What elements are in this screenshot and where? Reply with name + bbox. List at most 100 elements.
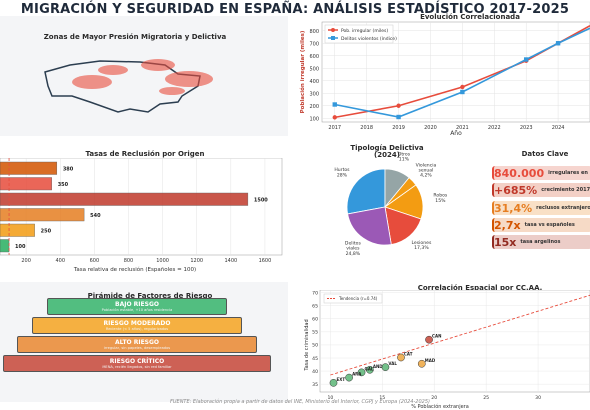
- evolution-xtick: 2017: [328, 125, 341, 131]
- map-title: Zonas de Mayor Presión Migratoria y Deli…: [43, 33, 227, 41]
- scatter-point-label: CAN: [432, 334, 441, 339]
- pie-slice: [384, 206, 422, 245]
- evolution-title: Evolución Correlacionada: [420, 13, 520, 21]
- evolution-point: [523, 57, 529, 62]
- pyramid-level-desc: MENA, recién llegados, sin red familiar: [102, 365, 172, 369]
- pyramid-level: BAJO RIESGO Población estable, +10 años r…: [47, 298, 227, 315]
- reclusion-bar: [0, 177, 52, 191]
- reclusion-xtick: 1000: [156, 258, 169, 264]
- evolution-xtick: 2023: [520, 125, 533, 131]
- zone-murcia: [159, 87, 185, 95]
- key-data-card: 31,4% reclusos extranjeros: [492, 201, 590, 215]
- reclusion-xtick: 800: [124, 258, 134, 264]
- evolution-xtick: 2019: [392, 125, 405, 131]
- scatter-point-label: CAT: [404, 351, 413, 356]
- pie-label: Hurtos 28%: [334, 167, 350, 178]
- reclusion-bar-label: 1500: [254, 197, 268, 203]
- page-title: MIGRACIÓN Y SEGURIDAD EN ESPAÑA: ANÁLISI…: [20, 2, 570, 17]
- scatter-legend: Tendencia (r=0.74): [323, 293, 383, 304]
- spain-map: [44, 59, 213, 113]
- legend-irregular: Pob. irregular (miles): [341, 28, 388, 34]
- evolution-ytick: 800: [309, 29, 319, 35]
- scatter-title: Correlación Espacial por CC.AA.: [417, 284, 543, 292]
- scatter-legend-text: Tendencia (r=0.74): [338, 296, 378, 301]
- scatter-ytick: 55: [312, 330, 318, 336]
- key-data-title: Datos Clave: [521, 150, 569, 158]
- evolution-point: [460, 84, 465, 90]
- reclusion-bar-label: 250: [41, 228, 52, 234]
- zone-andalucia: [72, 75, 112, 89]
- evolution-xtick: 2018: [360, 125, 373, 131]
- reclusion-xtick: 1400: [224, 258, 237, 264]
- pyramid-level: RIESGO CRÍTICO MENA, recién llegados, sin…: [3, 355, 271, 372]
- key-data-label: tasa argelinos: [520, 239, 561, 245]
- reclusion-bar-label: 540: [90, 213, 101, 219]
- evolution-xtick: 2022: [488, 125, 501, 131]
- scatter-point: [381, 363, 390, 372]
- scatter-xtick: 15: [379, 395, 385, 401]
- evolution-point: [332, 115, 337, 120]
- reclusion-xtick: 1200: [190, 258, 203, 264]
- key-data-value: 840.000: [494, 166, 545, 180]
- pyramid-level: ALTO RIESGO irregular, sin papeles, desem…: [17, 336, 257, 353]
- spain-outline: [44, 60, 201, 113]
- key-data-label: tasa vs españoles: [524, 222, 575, 228]
- evolution-xtick: 2021: [456, 125, 469, 131]
- scatter-point: [425, 335, 433, 344]
- scatter-ytick: 45: [312, 356, 318, 362]
- zone-madrid: [98, 65, 128, 75]
- scatter-point: [345, 373, 353, 382]
- scatter-xtick: 30: [535, 395, 541, 401]
- scatter-xtick: 20: [431, 395, 437, 401]
- key-data-label: reclusos extranjeros: [536, 205, 590, 211]
- scatter-ytick: 70: [312, 290, 318, 296]
- scatter-ytick: 60: [312, 317, 318, 323]
- scatter-ytick: 65: [312, 303, 318, 309]
- legend-delitos: Delitos violentos (índice): [341, 35, 397, 42]
- scatter-xlabel: % Población extranjera: [411, 403, 469, 410]
- evolution-ytick: 500: [309, 66, 319, 72]
- evolution-point: [460, 89, 465, 95]
- pie-slice: [347, 206, 392, 246]
- key-data-card: 15x tasa argelinos: [492, 235, 590, 249]
- evolution-chart: 100 200 300 400 500 600 700 800 2017 2018 2019 2020…: [299, 21, 590, 137]
- typology-subtitle: (2024): [374, 151, 400, 159]
- pyramid-level-title: BAJO RIESGO: [115, 301, 159, 308]
- evolution-xtick: 2024: [552, 125, 565, 131]
- key-data-label: irregulares en 2024: [548, 170, 590, 176]
- scatter-point-label: MAD: [425, 358, 436, 363]
- pyramid-title: Pirámide de Factores de Riesgo: [87, 292, 213, 300]
- scatter-point-label: GAL: [365, 366, 374, 371]
- evolution-point: [332, 102, 337, 107]
- scatter-chart: 35 40 45 50 55 60 65 70 10 15 20 25 30 CAN CAT MAD VAL A…: [304, 290, 590, 410]
- key-data-value: 15x: [494, 235, 517, 249]
- scatter-ylabel: Tasa de criminalidad: [304, 319, 310, 371]
- evolution-ylabel: Población irregular (miles): [299, 30, 306, 113]
- evolution-ytick: 300: [309, 91, 319, 97]
- evolution-xlabel: Año: [450, 130, 462, 137]
- pie-label: Lesiones 17,3%: [411, 240, 432, 251]
- reclusion-bar-label: 380: [63, 166, 74, 172]
- reclusion-bar: [0, 239, 10, 253]
- evolution-ytick: 700: [309, 41, 319, 47]
- scatter-point: [357, 368, 366, 377]
- pie-label: Otros 11%: [398, 151, 411, 162]
- reclusion-bar-label: 350: [58, 182, 69, 188]
- key-data-label: crecimiento 2017-2024: [541, 187, 590, 193]
- typology-title: Tipología Delictiva: [350, 144, 424, 152]
- scatter-ytick: 50: [312, 343, 318, 349]
- reclusion-chart: 200 400 600 800 1000 1200 1400 1600 380 350 1500 5…: [0, 158, 283, 273]
- evolution-ytick: 600: [309, 54, 319, 60]
- key-data-value: +685%: [494, 183, 538, 197]
- evolution-series-line: [334, 27, 590, 118]
- evolution-xtick: 2020: [424, 125, 437, 131]
- reclusion-xtick: 1600: [259, 258, 272, 264]
- key-data-value: 2,7x: [494, 218, 521, 232]
- evolution-ytick: 400: [309, 79, 319, 85]
- evolution-point: [396, 114, 401, 120]
- scatter-point-label: EXT: [337, 377, 346, 382]
- scatter-point-label: VAL: [388, 361, 397, 366]
- typology-pie: Hurtos 28% Otros 11% Violencia sexual 4,2% Robo…: [334, 151, 448, 256]
- scatter-point: [397, 353, 405, 362]
- pyramid-level-title: RIESGO CRÍTICO: [109, 358, 165, 365]
